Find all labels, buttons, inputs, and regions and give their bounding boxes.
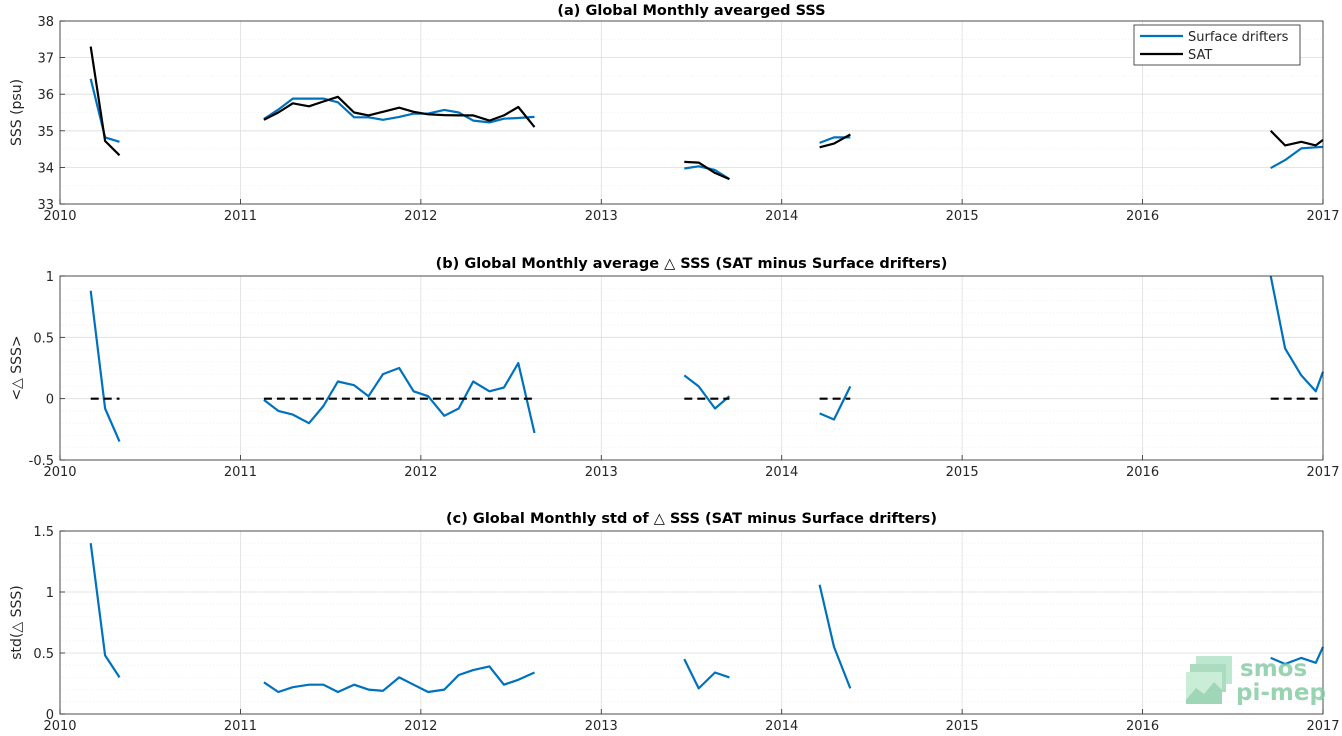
panel-title: (a) Global Monthly avearged SSS [557, 3, 825, 19]
x-tick-label: 2011 [224, 719, 257, 734]
series-line-0 [819, 385, 852, 421]
x-tick-label: 2016 [1126, 465, 1159, 480]
x-tick-label: 2016 [1126, 209, 1159, 224]
x-tick-label: 2011 [224, 465, 257, 480]
series-line-sat [819, 133, 851, 149]
y-tick-label: 1 [46, 270, 54, 285]
x-tick-label: 2012 [404, 209, 437, 224]
legend-label-sat: SAT [1188, 48, 1212, 63]
series-line-surface-drifters [263, 97, 535, 124]
series-line-sat [684, 160, 730, 181]
panel-b: 2010 2011 2012 2013 2014 2015 2016 2017 -0.5 0 0.5… [9, 256, 1340, 480]
axes-box [59, 275, 1324, 461]
x-tick-label: 2010 [43, 719, 76, 734]
y-tick-label: 0 [46, 708, 54, 723]
series-line-sat [89, 46, 121, 157]
y-tick-label: 34 [37, 161, 54, 176]
x-tick-label: 2017 [1306, 465, 1339, 480]
x-tick-label: 2013 [585, 465, 618, 480]
x-tick-label: 2010 [43, 465, 76, 480]
logo-line1: smos [1240, 656, 1307, 682]
x-tick-label: 2017 [1306, 209, 1339, 224]
y-axis-label: std(△ SSS) [9, 585, 25, 659]
x-tick-label: 2014 [765, 209, 798, 224]
x-tick-label: 2014 [765, 719, 798, 734]
series-line-sat [263, 95, 536, 128]
x-tick-label: 2012 [404, 465, 437, 480]
logo-emblem-icon [1186, 656, 1232, 704]
panel-title: (c) Global Monthly std of △ SSS (SAT min… [446, 511, 937, 527]
y-tick-label: 0.5 [33, 331, 54, 346]
x-tick-label: 2015 [946, 719, 979, 734]
legend: Surface drifters SAT [1133, 24, 1301, 66]
legend-box [1133, 24, 1301, 66]
series-line-0 [818, 584, 852, 689]
panels: 2010 2011 2012 2013 2014 2015 2016 2017 33 34 35 36… [9, 3, 1340, 734]
y-tick-label: 36 [37, 88, 54, 103]
x-tick-label: 2015 [946, 465, 979, 480]
y-tick-label: 1 [46, 586, 54, 601]
series-line-surface-drifters [89, 78, 120, 143]
y-tick-label: 1.5 [33, 525, 54, 540]
axes-box [59, 530, 1324, 715]
x-tick-label: 2013 [585, 209, 618, 224]
legend-label-drifters: Surface drifters [1188, 30, 1289, 45]
x-tick-label: 2017 [1306, 719, 1339, 734]
x-tick-label: 2012 [404, 719, 437, 734]
y-axis-label: <△ SSS> [9, 335, 25, 400]
y-tick-label: 0 [46, 393, 54, 408]
logo-line2: pi-mep [1236, 680, 1326, 706]
x-tick-label: 2011 [224, 209, 257, 224]
series-line-sat [1269, 130, 1324, 147]
series-line-0 [1270, 646, 1325, 666]
x-tick-label: 2010 [43, 209, 76, 224]
x-tick-label: 2016 [1126, 719, 1159, 734]
panel-title: (b) Global Monthly average △ SSS (SAT mi… [436, 256, 948, 272]
y-tick-label: 33 [37, 198, 54, 213]
panel-c: 2010 2011 2012 2013 2014 2015 2016 2017 0 0.5 1 1.5… [9, 511, 1340, 734]
series-line-0 [263, 665, 535, 694]
y-tick-label: 38 [37, 15, 54, 30]
series-line-0 [683, 658, 730, 690]
series-line-0 [89, 290, 121, 443]
y-axis-label: SSS (psu) [9, 79, 25, 146]
panel-a: 2010 2011 2012 2013 2014 2015 2016 2017 33 34 35 36… [9, 3, 1340, 224]
axes-box [59, 20, 1324, 205]
series-line-0 [89, 543, 121, 679]
series-line-0 [263, 362, 536, 434]
y-tick-label: 35 [37, 125, 54, 140]
series-line-0 [683, 374, 731, 410]
series-line-surface-drifters [1270, 145, 1324, 170]
x-tick-label: 2014 [765, 465, 798, 480]
series-line-0 [1269, 275, 1325, 393]
y-tick-label: 0.5 [33, 647, 54, 662]
x-tick-label: 2013 [585, 719, 618, 734]
x-tick-label: 2015 [946, 209, 979, 224]
y-tick-label: 37 [37, 52, 54, 67]
smos-pimep-logo: smos pi-mep [1186, 656, 1326, 706]
y-tick-label: -0.5 [29, 454, 54, 469]
